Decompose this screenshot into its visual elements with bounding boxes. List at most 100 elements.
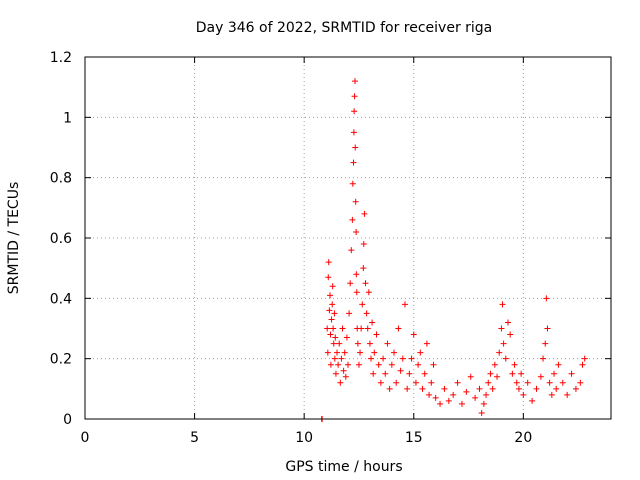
data-point (432, 394, 439, 401)
data-point (366, 340, 373, 347)
data-point (399, 355, 406, 362)
data-point (388, 361, 395, 368)
data-point (393, 379, 400, 386)
data-point (478, 409, 485, 416)
data-point (546, 379, 553, 386)
data-point (458, 400, 465, 407)
data-point (337, 379, 344, 386)
data-point (494, 373, 501, 380)
y-tick-labels: 0 0.2 0.4 0.6 0.8 1 1.2 (50, 50, 72, 428)
data-point (352, 198, 359, 205)
data-point (397, 367, 404, 374)
data-point (353, 228, 360, 235)
data-point (533, 385, 540, 392)
data-series (318, 78, 588, 422)
data-point (520, 391, 527, 398)
data-point (572, 385, 579, 392)
data-point (480, 400, 487, 407)
y-tick-label: 0.4 (50, 291, 72, 307)
data-point (331, 355, 338, 362)
data-point (353, 289, 360, 296)
data-point (524, 379, 531, 386)
data-point (428, 379, 435, 386)
data-point (349, 216, 356, 223)
data-point (476, 385, 483, 392)
data-point (377, 379, 384, 386)
data-point (485, 379, 492, 386)
data-point (529, 397, 536, 404)
data-point (350, 159, 357, 166)
data-point (426, 391, 433, 398)
data-point (343, 334, 350, 341)
data-point (502, 355, 509, 362)
data-point (491, 361, 498, 368)
x-tick-label: 10 (295, 430, 313, 446)
data-point (579, 361, 586, 368)
data-point (330, 340, 337, 347)
data-point (504, 319, 511, 326)
data-point (341, 349, 348, 356)
data-point (335, 361, 342, 368)
data-point (406, 370, 413, 377)
y-tick-label: 0.2 (50, 352, 72, 368)
data-point (352, 144, 359, 151)
data-point (410, 331, 417, 338)
data-point (445, 397, 452, 404)
data-point (369, 319, 376, 326)
data-point (331, 310, 338, 317)
data-point (441, 385, 448, 392)
data-point (363, 310, 370, 317)
data-point (348, 247, 355, 254)
data-point (332, 370, 339, 377)
data-point (325, 274, 332, 281)
data-point (352, 78, 359, 85)
x-tick-label: 0 (81, 430, 90, 446)
data-point (401, 301, 408, 308)
data-point (353, 271, 360, 278)
data-point (555, 361, 562, 368)
data-point (454, 379, 461, 386)
data-point (515, 385, 522, 392)
data-point (328, 316, 335, 323)
data-point (349, 180, 356, 187)
data-point (384, 340, 391, 347)
data-point (371, 349, 378, 356)
data-point (472, 394, 479, 401)
data-point (391, 349, 398, 356)
data-point (564, 391, 571, 398)
data-point (404, 385, 411, 392)
data-point (581, 355, 588, 362)
data-point (500, 340, 507, 347)
data-point (542, 340, 549, 347)
data-point (382, 370, 389, 377)
axis-ticks (84, 56, 611, 420)
data-point (499, 301, 506, 308)
data-point (380, 355, 387, 362)
y-tick-label: 0.8 (50, 171, 72, 187)
data-point (496, 349, 503, 356)
data-point (326, 307, 333, 314)
chart-title: Day 346 of 2022, SRMTID for receiver rig… (196, 20, 493, 36)
data-point (359, 301, 366, 308)
data-point (342, 373, 349, 380)
x-tick-label: 5 (190, 430, 199, 446)
data-point (350, 129, 357, 136)
data-point (365, 289, 372, 296)
data-point (417, 349, 424, 356)
y-tick-label: 1 (63, 110, 72, 126)
y-tick-label: 0.6 (50, 231, 72, 247)
data-point (559, 379, 566, 386)
data-point (368, 355, 375, 362)
data-point (354, 340, 361, 347)
data-point (553, 385, 560, 392)
data-point (386, 385, 393, 392)
data-point (329, 301, 336, 308)
data-point (537, 373, 544, 380)
data-point (408, 355, 415, 362)
data-point (358, 325, 365, 332)
data-point (395, 325, 402, 332)
data-point (419, 385, 426, 392)
x-tick-label: 15 (405, 430, 423, 446)
data-point (346, 310, 353, 317)
